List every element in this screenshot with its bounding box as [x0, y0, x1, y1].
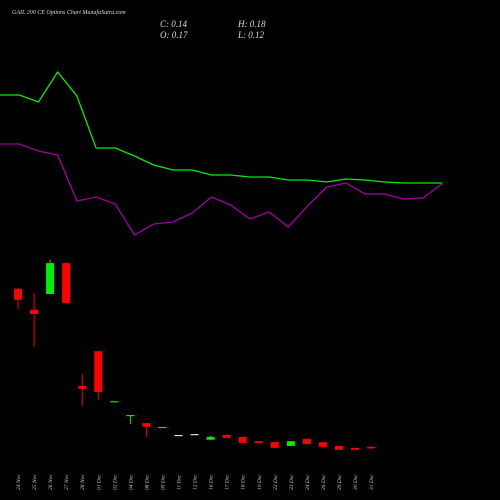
x-tick-label: 09 Dec	[160, 474, 166, 490]
x-tick-label: 01 Dec	[96, 474, 102, 490]
candle-body	[142, 423, 151, 427]
candle-body	[335, 445, 343, 450]
x-tick-label: 24 Dec	[304, 474, 311, 490]
indicator-line	[0, 143, 443, 236]
candle-body	[62, 263, 71, 304]
x-tick-label: 16 Dec	[209, 474, 215, 490]
close-label: C: 0.14	[160, 19, 188, 29]
x-tick-label: 17 Dec	[225, 474, 231, 490]
x-tick-label: 26 Nov	[48, 474, 54, 490]
candle-body	[286, 441, 295, 446]
x-tick-label: 26 Dec	[321, 474, 327, 490]
candle-body	[94, 351, 103, 393]
candle-body	[222, 435, 231, 438]
candle-body	[46, 263, 55, 295]
x-tick-label: 08 Dec	[144, 474, 150, 490]
x-tick-label: 28 Nov	[80, 474, 86, 490]
x-tick-label: 25 Nov	[32, 474, 38, 490]
candle-body	[367, 446, 376, 449]
x-tick-label: 02 Dec	[112, 474, 118, 490]
high-label: H: 0.18	[237, 19, 266, 29]
low-label: L: 0.12	[237, 30, 265, 40]
x-tick-label: 19 Dec	[257, 474, 263, 490]
candle-body	[78, 385, 87, 389]
candle-body	[318, 442, 327, 447]
candle-body	[254, 441, 263, 444]
x-tick-label: 18 Dec	[241, 474, 247, 490]
candle-body	[158, 426, 167, 429]
x-tick-label: 22 Dec	[273, 474, 279, 490]
candle-body	[270, 442, 279, 448]
x-tick-label: 11 Dec	[177, 474, 183, 490]
candle-body	[190, 434, 199, 436]
x-tick-label: 12 Dec	[193, 474, 199, 490]
x-tick-label: 04 Dec	[127, 474, 134, 490]
open-label: O: 0.17	[160, 30, 188, 40]
candle-body	[302, 438, 311, 445]
candle-body	[238, 436, 247, 444]
x-tick-label: 27 Nov	[64, 474, 70, 490]
candle-body	[110, 401, 119, 403]
x-tick-label: 30 Dec	[353, 474, 359, 491]
candle-body	[30, 309, 39, 315]
indicator-line	[0, 70, 442, 184]
chart-title: GAIL 200 CE Options Chart MunafaSutra.co…	[12, 9, 126, 16]
x-tick-label: 24 Nov	[15, 474, 22, 490]
candle-body	[126, 415, 135, 417]
candle-body	[206, 436, 215, 440]
candle-body	[174, 435, 183, 437]
candle-body	[351, 447, 360, 450]
x-tick-label: 23 Dec	[289, 474, 295, 490]
x-tick-label: 29 Dec	[337, 474, 343, 490]
candle-body	[14, 288, 22, 300]
x-tick-label: 31 Dec	[369, 474, 375, 491]
